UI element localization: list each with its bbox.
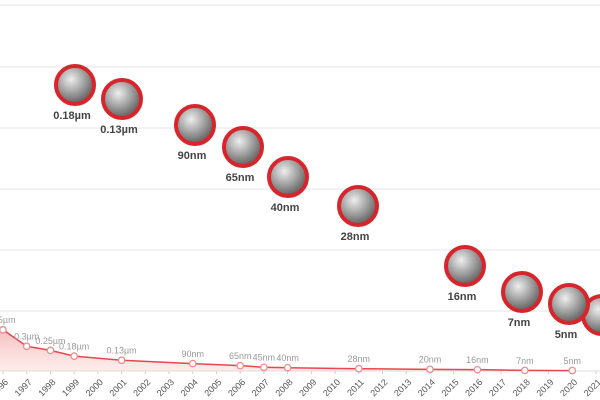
milestone-label: 65nm [226,172,255,184]
milestone-label: 16nm [448,291,477,303]
milestone-image [337,185,379,227]
milestone-label: 28nm [341,231,370,243]
x-tick-label: 2017 [487,377,508,398]
milestone-label: 90nm [178,150,207,162]
x-tick-label: 2005 [202,377,223,398]
point [260,363,268,372]
milestone-label: 0.18µm [53,110,91,122]
milestone-image [174,104,216,146]
x-tick-label: 2002 [131,377,152,398]
point [473,365,482,374]
milestone-image [501,271,543,313]
milestone-image [101,78,143,120]
point [426,365,434,374]
point [520,366,529,375]
value-label: 0.13µm [106,346,136,356]
value-label: 40nm [276,353,299,363]
value-label: 20nm [419,355,442,365]
x-tick-label: 2010 [321,377,342,398]
x-tick-label: 1997 [13,377,34,398]
area [0,329,600,371]
milestone-image [54,64,96,106]
x-tick-label: 2011 [345,377,366,398]
background-grid [0,4,600,312]
value-label: 0.3µm [14,332,39,342]
milestone-label: 40nm [271,202,300,214]
point [568,366,577,375]
x-tick-label: 2001 [107,377,128,398]
x-tick-label: 2014 [416,377,437,398]
x-tick-label: 2009 [297,377,318,398]
value-label: 90nm [182,349,205,359]
x-tick-label: 1996 [0,377,10,398]
x-tick-label: 2000 [84,377,105,398]
point [70,352,79,361]
value-label: 0.25µm [35,336,65,346]
x-tick-label: 2013 [392,377,413,398]
point [0,325,7,334]
milestone-label: 5nm [555,329,578,341]
x-tick-label: 2006 [226,377,247,398]
point [354,364,363,373]
point [46,346,55,355]
value-label: 28nm [348,354,371,364]
x-tick-label: 2016 [463,377,484,398]
milestone-image [444,245,486,287]
milestone-image [267,156,309,198]
line [2,329,573,372]
x-tick-label: 1998 [36,377,57,398]
x-tick-label: 2008 [273,377,294,398]
value-label: 16nm [466,355,489,365]
x-tick-label: 2003 [155,377,176,398]
milestone-label: 7nm [508,317,531,329]
milestone-image [222,126,264,168]
value-label: 5nm [564,356,582,366]
point [188,359,197,368]
milestone-image [548,283,590,325]
x-tick-label: 2012 [368,377,389,398]
x-tick-label: 2007 [250,377,271,398]
value-label: 7nm [516,356,534,366]
point [22,342,31,351]
x-tick-label: 2004 [179,377,200,398]
point [236,361,245,370]
milestone-label: 0.13µm [100,124,138,136]
point [117,356,126,365]
x-tick-label: 2019 [534,377,555,398]
x-tick-label: 2015 [440,377,461,398]
value-label: 0.5µm [0,315,16,325]
x-tick-label: 2018 [511,377,532,398]
x-tick-label: 2020 [558,377,579,398]
x-tick-label: 2021 [582,377,600,398]
x-tick-label: 1999 [60,377,81,398]
value-label: 65nm [229,351,252,361]
point [283,363,292,372]
value-label: 0.18µm [59,342,89,352]
value-label: 45nm [253,353,276,363]
